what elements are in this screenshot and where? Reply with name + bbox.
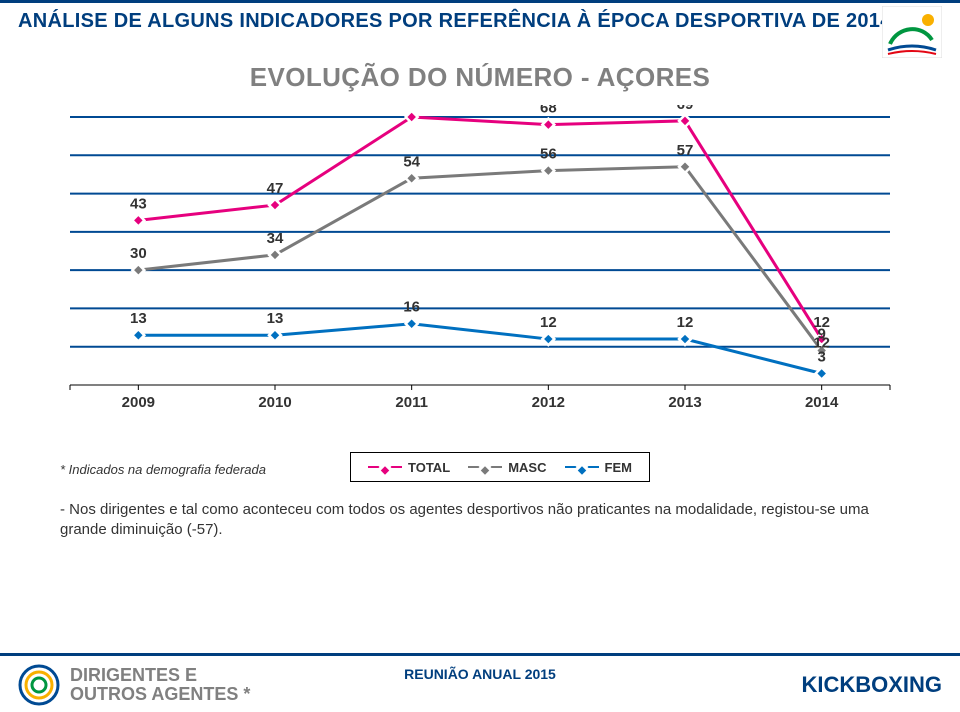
legend-swatch <box>368 466 402 468</box>
svg-text:2014: 2014 <box>805 394 839 411</box>
svg-text:2013: 2013 <box>668 394 701 411</box>
legend-swatch <box>565 466 599 468</box>
footer-rule <box>0 653 960 656</box>
svg-text:54: 54 <box>403 153 420 170</box>
body-text: - Nos dirigentes e tal como aconteceu co… <box>60 500 900 539</box>
header-rule <box>0 0 960 3</box>
svg-text:68: 68 <box>540 105 557 117</box>
chart-area: 2009 2010 2011 2012 2013 2014 43 47 70 68 69 12 30 34… <box>60 105 900 425</box>
svg-text:2010: 2010 <box>258 394 291 411</box>
line-chart: 2009 2010 2011 2012 2013 2014 43 47 70 68 69 12 30 34… <box>60 105 900 425</box>
legend-label: MASC <box>508 460 546 475</box>
page-title: ANÁLISE DE ALGUNS INDICADORES POR REFERÊ… <box>18 10 892 33</box>
org-logo <box>882 6 942 58</box>
svg-text:34: 34 <box>267 230 284 247</box>
svg-text:12: 12 <box>813 335 830 352</box>
svg-text:12: 12 <box>677 314 694 331</box>
svg-text:70: 70 <box>403 105 420 109</box>
footer: DIRIGENTES E OUTROS AGENTES * REUNIÃO AN… <box>0 652 960 712</box>
legend-item: MASC <box>468 460 546 475</box>
legend-item: TOTAL <box>368 460 450 475</box>
svg-text:12: 12 <box>540 314 557 331</box>
svg-text:2012: 2012 <box>532 394 565 411</box>
svg-text:2009: 2009 <box>122 394 155 411</box>
chart-title: EVOLUÇÃO DO NÚMERO - AÇORES <box>0 62 960 93</box>
svg-text:2011: 2011 <box>395 394 428 411</box>
legend-label: TOTAL <box>408 460 450 475</box>
svg-text:69: 69 <box>677 105 694 113</box>
svg-text:57: 57 <box>677 142 694 159</box>
header: ANÁLISE DE ALGUNS INDICADORES POR REFERÊ… <box>0 0 960 50</box>
footer-right: KICKBOXING <box>801 672 942 698</box>
svg-text:56: 56 <box>540 146 557 163</box>
legend-swatch <box>468 466 502 468</box>
svg-text:47: 47 <box>267 180 284 197</box>
svg-text:16: 16 <box>403 299 420 316</box>
legend-item: FEM <box>565 460 632 475</box>
footer-left-line2: OUTROS AGENTES * <box>70 685 250 704</box>
page: ANÁLISE DE ALGUNS INDICADORES POR REFERÊ… <box>0 0 960 712</box>
svg-text:13: 13 <box>130 310 147 327</box>
svg-text:43: 43 <box>130 195 147 212</box>
svg-text:30: 30 <box>130 245 147 262</box>
footnote: * Indicados na demografia federada <box>60 462 266 477</box>
svg-text:13: 13 <box>267 310 284 327</box>
legend-label: FEM <box>605 460 632 475</box>
legend: TOTAL MASC FEM <box>350 452 650 482</box>
